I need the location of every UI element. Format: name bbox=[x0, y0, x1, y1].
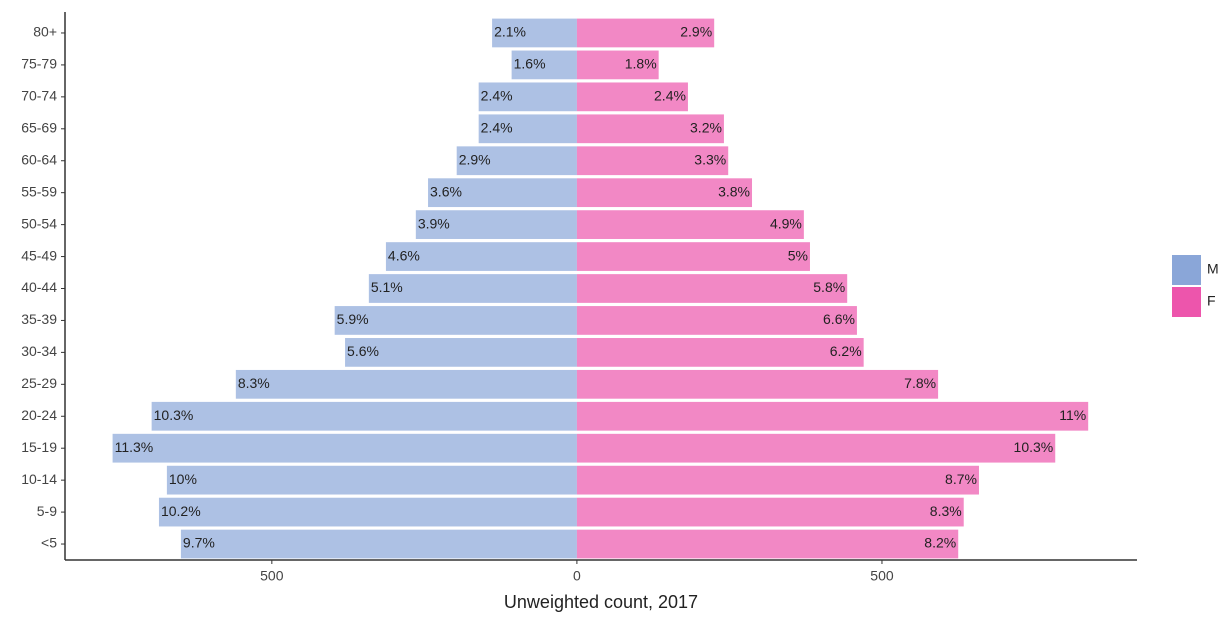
bar-label: 5.6% bbox=[347, 343, 379, 359]
bar-label: 2.1% bbox=[494, 24, 526, 40]
bar-label: 3.2% bbox=[690, 119, 722, 135]
bar-label: 10% bbox=[169, 471, 197, 487]
bar-label: 3.6% bbox=[430, 183, 462, 199]
bar-label: 5.9% bbox=[337, 311, 369, 327]
bar bbox=[368, 274, 577, 303]
bar bbox=[166, 465, 577, 495]
bar bbox=[456, 146, 577, 176]
bar bbox=[576, 529, 959, 559]
x-tick-label: 0 bbox=[573, 568, 581, 584]
bar bbox=[151, 401, 577, 431]
y-tick-label: 10-14 bbox=[21, 471, 57, 487]
bar-label: 8.3% bbox=[238, 375, 270, 391]
x-tick-label: 500 bbox=[870, 568, 894, 584]
y-tick-label: 40-44 bbox=[21, 279, 57, 295]
y-tick-label: 75-79 bbox=[21, 56, 57, 72]
bar bbox=[492, 18, 577, 48]
bar bbox=[180, 529, 577, 559]
y-tick-label: 65-69 bbox=[21, 119, 57, 135]
bar-label: 2.4% bbox=[481, 88, 513, 104]
y-tick-label: 25-29 bbox=[21, 375, 57, 391]
bar bbox=[576, 114, 724, 144]
bar-label: 2.4% bbox=[481, 119, 513, 135]
bar bbox=[576, 178, 753, 208]
bar bbox=[576, 50, 659, 80]
bar bbox=[576, 369, 939, 399]
bar-label: 4.9% bbox=[770, 215, 802, 231]
y-tick-label: 80+ bbox=[33, 24, 57, 40]
legend-label: M bbox=[1207, 261, 1219, 277]
bar bbox=[576, 242, 810, 271]
bar bbox=[576, 82, 688, 112]
bar bbox=[511, 50, 577, 80]
y-tick-label: 15-19 bbox=[21, 439, 57, 455]
legend-swatch bbox=[1172, 287, 1201, 317]
y-tick-label: 50-54 bbox=[21, 215, 57, 231]
legend-swatch bbox=[1172, 255, 1201, 285]
bar bbox=[576, 210, 804, 239]
legend-label: F bbox=[1207, 293, 1216, 309]
bar-label: 10.3% bbox=[154, 407, 194, 423]
bar bbox=[576, 18, 715, 48]
x-axis-label: Unweighted count, 2017 bbox=[504, 592, 698, 612]
bar bbox=[478, 114, 577, 144]
bar bbox=[576, 497, 964, 527]
bar-label: 8.3% bbox=[930, 503, 962, 519]
y-tick-label: 20-24 bbox=[21, 407, 57, 423]
bar bbox=[345, 338, 577, 367]
y-tick-label: 35-39 bbox=[21, 311, 57, 327]
y-tick-label: 55-59 bbox=[21, 183, 57, 199]
bar-label: 1.8% bbox=[625, 56, 657, 72]
bar-label: 2.9% bbox=[680, 24, 712, 40]
bar-label: 3.3% bbox=[694, 151, 726, 167]
bar bbox=[334, 306, 577, 335]
bar-label: 5.8% bbox=[813, 279, 845, 295]
bar-label: 11% bbox=[1059, 407, 1086, 423]
bar-label: 3.9% bbox=[418, 215, 450, 231]
bar bbox=[576, 465, 979, 495]
bar bbox=[576, 433, 1056, 463]
bar-label: 2.4% bbox=[654, 88, 686, 104]
bar-label: 7.8% bbox=[904, 375, 936, 391]
bar-label: 8.7% bbox=[945, 471, 977, 487]
bar-label: 3.8% bbox=[718, 183, 750, 199]
bar-label: 9.7% bbox=[183, 535, 215, 551]
y-tick-label: <5 bbox=[41, 535, 57, 551]
bar bbox=[576, 401, 1089, 431]
bar bbox=[576, 306, 857, 335]
bar-label: 5.1% bbox=[371, 279, 403, 295]
bar bbox=[428, 178, 577, 208]
bar bbox=[235, 369, 577, 399]
y-tick-label: 60-64 bbox=[21, 151, 57, 167]
bar bbox=[158, 497, 577, 527]
bar bbox=[385, 242, 577, 271]
bar bbox=[415, 210, 577, 239]
bar-label: 1.6% bbox=[514, 56, 546, 72]
bar-label: 10.3% bbox=[1014, 439, 1054, 455]
bar bbox=[112, 433, 577, 463]
y-tick-label: 5-9 bbox=[37, 503, 57, 519]
bar-label: 6.2% bbox=[830, 343, 862, 359]
bar-label: 4.6% bbox=[388, 247, 420, 263]
bar bbox=[576, 338, 864, 367]
y-tick-label: 30-34 bbox=[21, 343, 57, 359]
bar bbox=[576, 274, 848, 303]
bar-label: 8.2% bbox=[924, 535, 956, 551]
x-tick-label: 500 bbox=[260, 568, 284, 584]
bar-label: 5% bbox=[788, 247, 808, 263]
bar-label: 6.6% bbox=[823, 311, 855, 327]
y-tick-label: 45-49 bbox=[21, 247, 57, 263]
bar-label: 10.2% bbox=[161, 503, 201, 519]
bar bbox=[478, 82, 577, 112]
y-tick-label: 70-74 bbox=[21, 88, 57, 104]
bar-label: 2.9% bbox=[459, 151, 491, 167]
bar-label: 11.3% bbox=[115, 439, 154, 455]
bar bbox=[576, 146, 729, 176]
